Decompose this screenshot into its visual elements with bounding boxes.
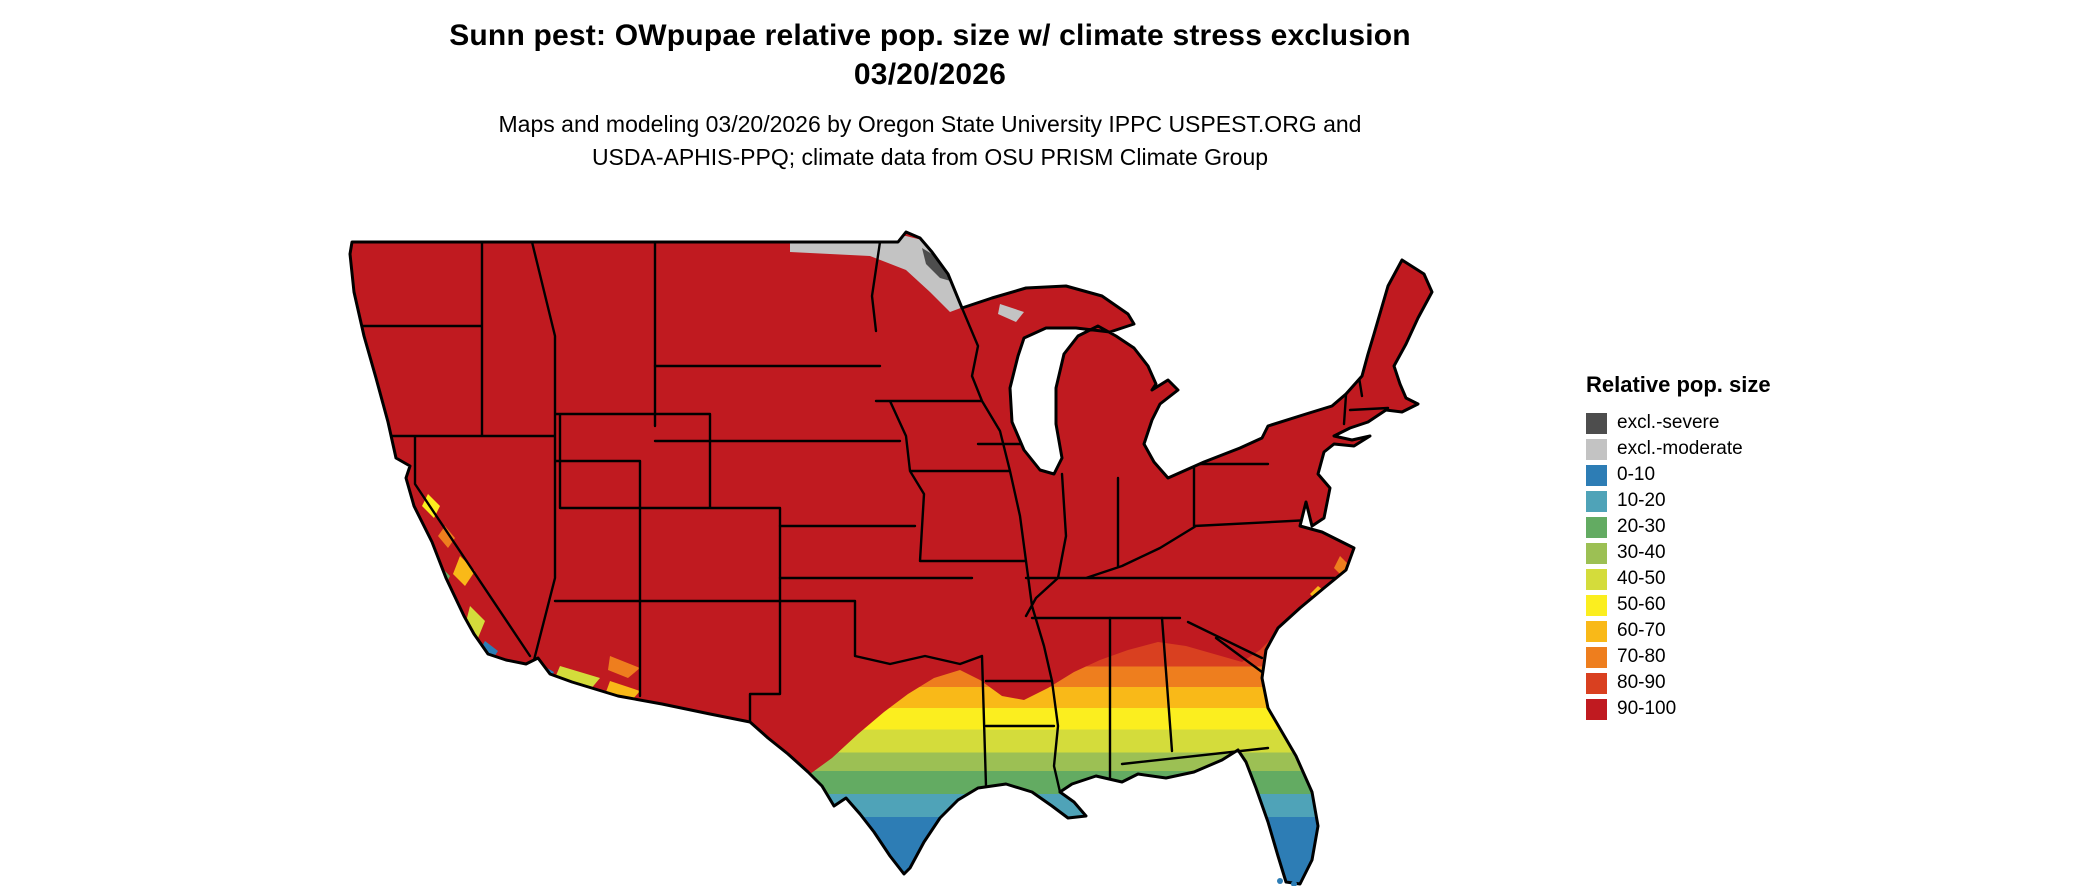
- legend-swatch: [1586, 438, 1607, 460]
- header: Sunn pest: OWpupae relative pop. size w/…: [305, 16, 1555, 174]
- legend-row: 40-50: [1586, 566, 1846, 592]
- legend-label: 0-10: [1617, 464, 1656, 485]
- legend-label: 70-80: [1617, 646, 1666, 667]
- legend-label: 40-50: [1617, 568, 1666, 589]
- map-title-line1: Sunn pest: OWpupae relative pop. size w/…: [449, 19, 1411, 52]
- legend-row: 10-20: [1586, 488, 1846, 514]
- legend-label: 60-70: [1617, 620, 1666, 641]
- legend-swatch: [1586, 464, 1607, 486]
- legend: Relative pop. size excl.-severe excl.-mo…: [1586, 372, 1846, 722]
- legend-swatch: [1586, 542, 1607, 564]
- florida-keys-dot: [1291, 881, 1297, 887]
- legend-row: 20-30: [1586, 514, 1846, 540]
- legend-label: excl.-severe: [1617, 412, 1720, 433]
- state-borders: [350, 240, 1390, 794]
- map-title-date: 03/20/2026: [853, 58, 1007, 91]
- exclusion-moderate-region: [790, 236, 966, 312]
- legend-row: 0-10: [1586, 462, 1846, 488]
- legend-row: 50-60: [1586, 592, 1846, 618]
- az-patch-orange: [608, 656, 640, 678]
- legend-swatch: [1586, 568, 1607, 590]
- legend-swatch: [1586, 698, 1607, 720]
- legend-label: 80-90: [1617, 672, 1666, 693]
- legend-row: excl.-moderate: [1586, 436, 1846, 462]
- legend-label: 90-100: [1617, 698, 1677, 719]
- legend-row: 90-100: [1586, 696, 1846, 722]
- legend-swatch: [1586, 490, 1607, 512]
- map-subtitle-line2: USDA-APHIS-PPQ; climate data from OSU PR…: [591, 144, 1269, 170]
- us-map: [310, 226, 1550, 887]
- exclusion-moderate-patch-wisconsin: [998, 304, 1024, 322]
- az-patch-orangeyellow: [606, 681, 640, 700]
- us-map-svg: [348, 230, 1434, 887]
- legend-swatch: [1586, 412, 1607, 434]
- legend-label: 50-60: [1617, 594, 1666, 615]
- legend-row: 60-70: [1586, 618, 1846, 644]
- az-patch-yellowgreen: [555, 666, 600, 690]
- legend-title: Relative pop. size: [1586, 372, 1771, 397]
- legend-swatch: [1586, 516, 1607, 538]
- legend-swatch: [1586, 646, 1607, 668]
- coastal-patch-yellow-orange: [453, 556, 475, 586]
- legend-label: 10-20: [1617, 490, 1666, 511]
- legend-swatch: [1586, 672, 1607, 694]
- legend-label: excl.-moderate: [1617, 438, 1743, 459]
- map-subtitle-line1: Maps and modeling 03/20/2026 by Oregon S…: [498, 111, 1362, 137]
- legend-swatch: [1586, 594, 1607, 616]
- coastal-patch-orange: [438, 526, 455, 548]
- legend-label: 20-30: [1617, 516, 1666, 537]
- legend-swatch: [1586, 620, 1607, 642]
- legend-label: 30-40: [1617, 542, 1666, 563]
- map-subtitle: Maps and modeling 03/20/2026 by Oregon S…: [305, 108, 1555, 174]
- legend-row: excl.-severe: [1586, 410, 1846, 436]
- legend-row: 30-40: [1586, 540, 1846, 566]
- legend-row: 70-80: [1586, 644, 1846, 670]
- florida-keys-dot: [1277, 878, 1283, 884]
- legend-row: 80-90: [1586, 670, 1846, 696]
